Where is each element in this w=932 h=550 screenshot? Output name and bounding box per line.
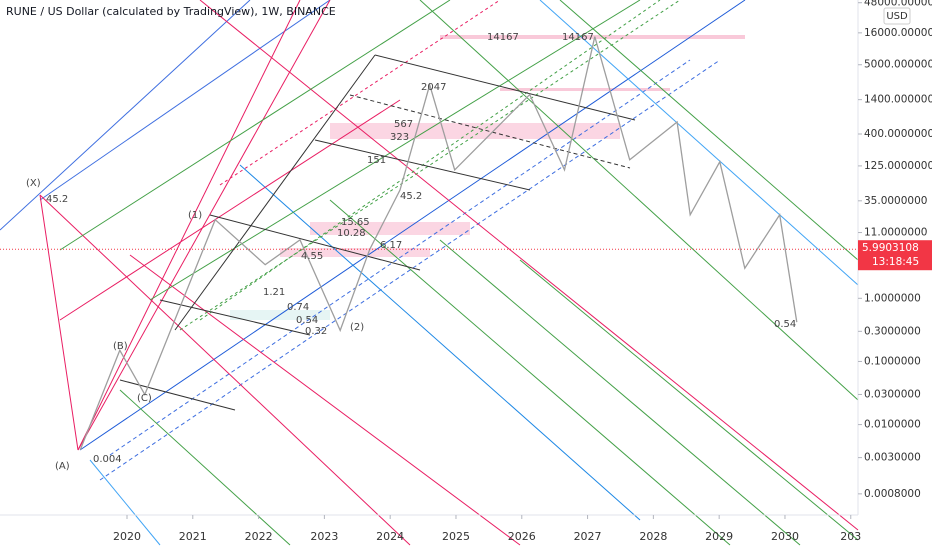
countdown: 13:18:45 (872, 256, 919, 268)
currency: USD (886, 11, 908, 22)
y-tick-label: 1400.0000000 (864, 94, 932, 106)
annotation: (C) (137, 393, 152, 404)
annotation: 2047 (421, 82, 446, 93)
annotation: (X) (26, 178, 41, 189)
x-tick-label: 2025 (442, 530, 470, 543)
annotation: 1.21 (263, 287, 285, 298)
x-tick-label: 2028 (639, 530, 667, 543)
x-tick-label: 2029 (705, 530, 733, 543)
annotation: (2) (350, 322, 364, 333)
annotation: 0.54 (774, 319, 796, 330)
y-tick-label: 0.0100000 (864, 419, 921, 431)
annotation: 4.55 (301, 251, 323, 262)
annotation: 15.65 (341, 217, 370, 228)
annotation: 323 (390, 132, 409, 143)
current-price-label: 5.9903108 (862, 242, 919, 254)
annotation: 567 (394, 119, 413, 130)
annotation: (B) (113, 341, 128, 352)
y-tick-label: 125.0000000 (864, 160, 932, 172)
annotation: 10.28 (337, 228, 366, 239)
x-tick-label: 2030 (771, 530, 799, 543)
y-tick-label: 0.3000000 (864, 325, 921, 337)
y-tick-label: 48000.0000000 (864, 0, 932, 9)
annotation: 0.54 (296, 315, 318, 326)
x-tick-label: 2026 (508, 530, 536, 543)
y-tick-label: 1.0000000 (864, 292, 921, 304)
annotation: 45.2 (400, 191, 422, 202)
annotation: 0.74 (287, 302, 309, 313)
x-tick-label: 2021 (179, 530, 207, 543)
x-tick-label: 2027 (574, 530, 602, 543)
annotation: 14167 (487, 32, 519, 43)
annotation: (1) (188, 210, 202, 221)
annotation: 14167 (562, 32, 594, 43)
annotation: 0.004 (93, 454, 122, 465)
background (0, 0, 932, 550)
y-tick-label: 0.0030000 (864, 452, 921, 464)
y-tick-label: 0.0008000 (864, 488, 921, 500)
x-tick-label: 2024 (376, 530, 404, 543)
annotation: (A) (55, 461, 70, 472)
x-tick-label: 2020 (113, 530, 141, 543)
y-tick-label: 11.0000000 (864, 227, 927, 239)
y-tick-label: 35.0000000 (864, 195, 927, 207)
chart: RUNE / US Dollar (calculated by TradingV… (0, 0, 932, 550)
x-tick-label: 2022 (245, 530, 273, 543)
annotation: 151 (367, 155, 386, 166)
y-tick-label: 0.1000000 (864, 355, 921, 367)
y-tick-label: 400.0000000 (864, 128, 932, 140)
annotation: 45.2 (46, 194, 68, 205)
x-tick-label: 2023 (310, 530, 338, 543)
annotation: 6.17 (380, 240, 402, 251)
x-tick-label: 203 (840, 530, 861, 543)
y-tick-label: 0.0300000 (864, 388, 921, 400)
annotation: 0.32 (305, 326, 327, 337)
y-tick-label: 16000.0000000 (864, 27, 932, 39)
chart-title: RUNE / US Dollar (calculated by TradingV… (6, 5, 336, 18)
y-tick-label: 5000.0000000 (864, 59, 932, 71)
